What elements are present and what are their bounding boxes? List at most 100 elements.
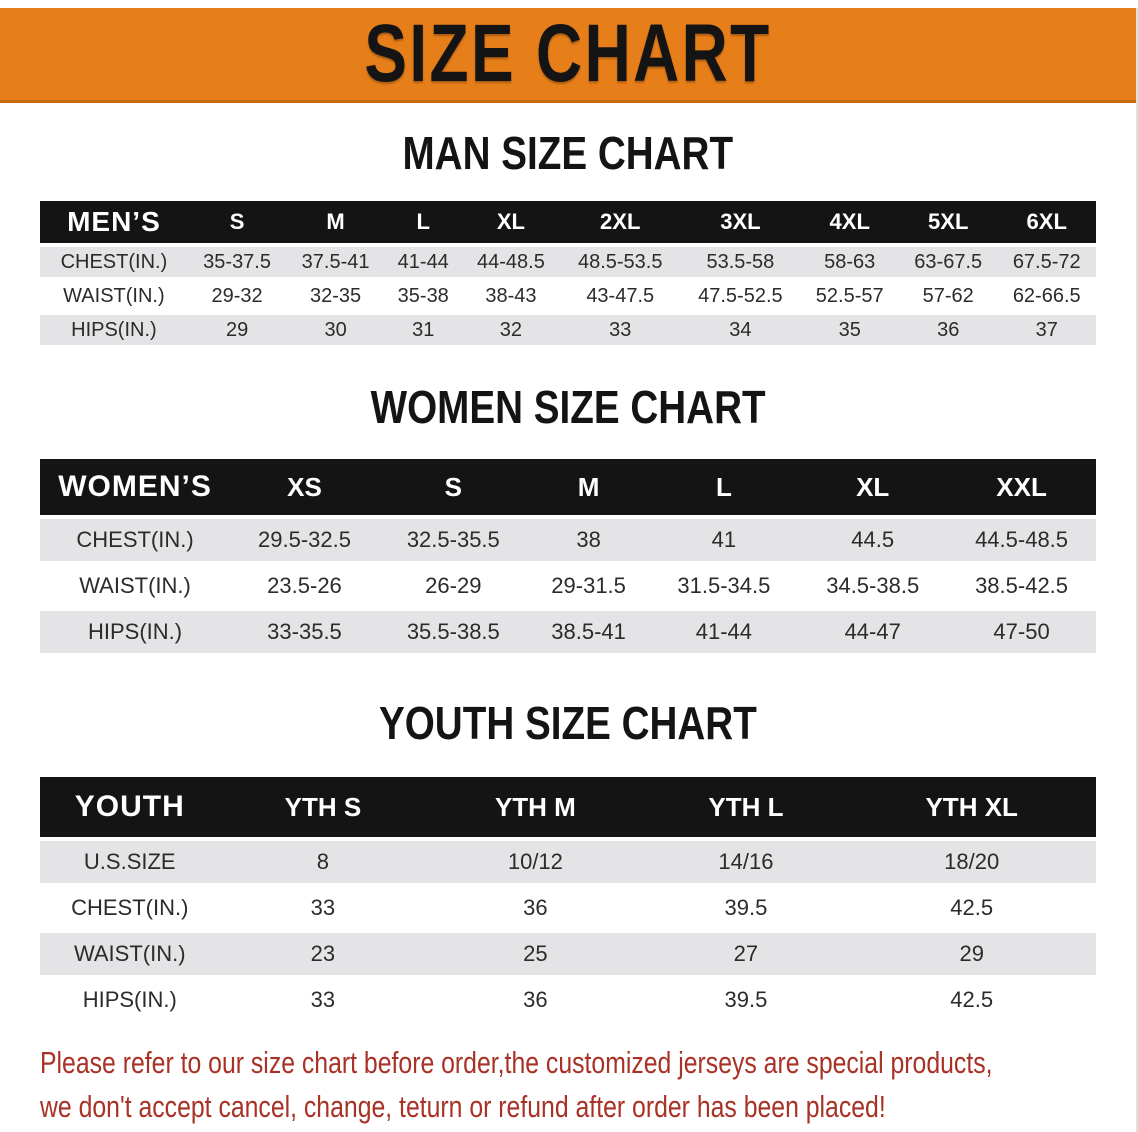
men-size-table: MEN’S S M L XL 2XL 3XL 4XL 5XL 6XL CHEST(IN.) 35-37…	[40, 197, 1096, 349]
youth-section-title-text: YOUTH SIZE CHART	[379, 697, 757, 749]
column-header: 6XL	[997, 201, 1096, 243]
measurement-cell: 43-47.5	[560, 281, 681, 311]
measurement-cell: 44-48.5	[461, 247, 561, 277]
measurement-cell: 34.5-38.5	[798, 565, 948, 607]
row-label: CHEST(IN.)	[40, 887, 220, 929]
banner: SIZE CHART	[0, 8, 1136, 103]
measurement-cell: 8	[219, 841, 427, 883]
row-label: HIPS(IN.)	[40, 315, 188, 345]
measurement-cell: 33	[219, 979, 427, 1021]
measurement-cell: 67.5-72	[997, 247, 1096, 277]
measurement-cell: 31	[384, 315, 462, 345]
group-label: WOMEN’S	[40, 459, 231, 515]
measurement-row: CHEST(IN.) 29.5-32.5 32.5-35.5 38 41 44.5 44.5…	[40, 519, 1096, 561]
measurement-cell: 47.5-52.5	[680, 281, 801, 311]
column-header: L	[649, 459, 799, 515]
measurement-row: HIPS(IN.) 29 30 31 32 33 34 35 36 37	[40, 315, 1096, 345]
column-header: M	[286, 201, 385, 243]
row-label: WAIST(IN.)	[40, 933, 220, 975]
column-header: S	[187, 201, 287, 243]
measurement-row: CHEST(IN.) 35-37.5 37.5-41 41-44 44-48.5 48.5…	[40, 247, 1096, 277]
row-label: HIPS(IN.)	[40, 611, 231, 653]
measurement-cell: 10/12	[426, 841, 645, 883]
measurement-cell: 23.5-26	[230, 565, 379, 607]
measurement-row: HIPS(IN.) 33 36 39.5 42.5	[40, 979, 1096, 1021]
column-header: S	[378, 459, 528, 515]
measurement-cell: 53.5-58	[680, 247, 801, 277]
measurement-cell: 58-63	[800, 247, 899, 277]
row-label: WAIST(IN.)	[40, 565, 231, 607]
measurement-cell: 47-50	[947, 611, 1096, 653]
measurement-cell: 27	[644, 933, 848, 975]
measurement-row: U.S.SIZE 8 10/12 14/16 18/20	[40, 841, 1096, 883]
measurement-cell: 32	[461, 315, 561, 345]
measurement-cell: 38.5-41	[527, 611, 650, 653]
women-size-table: WOMEN’S XS S M L XL XXL CHEST(IN.) 29.5-32.5 32.5…	[40, 455, 1096, 657]
measurement-cell: 41	[649, 519, 799, 561]
measurement-cell: 57-62	[898, 281, 998, 311]
measurement-cell: 37	[997, 315, 1096, 345]
measurement-cell: 35-38	[384, 281, 462, 311]
measurement-row: HIPS(IN.) 33-35.5 35.5-38.5 38.5-41 41-44 44-…	[40, 611, 1096, 653]
measurement-cell: 23	[219, 933, 427, 975]
group-label: YOUTH	[40, 777, 220, 837]
header-row: WOMEN’S XS S M L XL XXL	[40, 459, 1096, 515]
column-header: XXL	[947, 459, 1096, 515]
measurement-cell: 29.5-32.5	[230, 519, 379, 561]
column-header: XL	[798, 459, 948, 515]
measurement-cell: 34	[680, 315, 801, 345]
measurement-cell: 42.5	[847, 979, 1096, 1021]
column-header: XS	[230, 459, 379, 515]
measurement-cell: 39.5	[644, 887, 848, 929]
column-header: M	[527, 459, 650, 515]
measurement-cell: 32.5-35.5	[378, 519, 528, 561]
disclaimer-line-1: Please refer to our size chart before or…	[40, 1045, 993, 1080]
women-section-title-text: WOMEN SIZE CHART	[370, 381, 766, 433]
measurement-cell: 44.5	[798, 519, 948, 561]
women-section-title: WOMEN SIZE CHART	[0, 383, 1136, 431]
measurement-cell: 35.5-38.5	[378, 611, 528, 653]
measurement-cell: 38	[527, 519, 650, 561]
measurement-row: WAIST(IN.) 23.5-26 26-29 29-31.5 31.5-34.5 34…	[40, 565, 1096, 607]
measurement-cell: 33-35.5	[230, 611, 379, 653]
banner-title: SIZE CHART	[364, 8, 772, 99]
measurement-cell: 38-43	[461, 281, 561, 311]
youth-section-title: YOUTH SIZE CHART	[0, 699, 1136, 747]
section-men: MAN SIZE CHART MEN’S S M L XL 2XL 3XL 4XL 5XL 6XL…	[0, 129, 1136, 349]
disclaimer-line-2: we don't accept cancel, change, teturn o…	[40, 1089, 886, 1124]
measurement-cell: 41-44	[384, 247, 462, 277]
measurement-cell: 44.5-48.5	[947, 519, 1096, 561]
measurement-cell: 38.5-42.5	[947, 565, 1096, 607]
measurement-cell: 62-66.5	[997, 281, 1096, 311]
measurement-cell: 36	[426, 979, 645, 1021]
column-header: L	[384, 201, 462, 243]
column-header: YTH S	[219, 777, 427, 837]
row-label: WAIST(IN.)	[40, 281, 188, 311]
measurement-row: WAIST(IN.) 29-32 32-35 35-38 38-43 43-47.5 47.…	[40, 281, 1096, 311]
measurement-cell: 35	[800, 315, 899, 345]
measurement-cell: 48.5-53.5	[560, 247, 681, 277]
column-header: 4XL	[800, 201, 899, 243]
column-header: 5XL	[898, 201, 998, 243]
header-row: MEN’S S M L XL 2XL 3XL 4XL 5XL 6XL	[40, 201, 1096, 243]
measurement-cell: 33	[219, 887, 427, 929]
measurement-cell: 42.5	[847, 887, 1096, 929]
measurement-cell: 41-44	[649, 611, 799, 653]
men-section-title: MAN SIZE CHART	[0, 129, 1136, 177]
section-youth: YOUTH SIZE CHART YOUTH YTH S YTH M YTH L YTH…	[0, 699, 1136, 1025]
measurement-cell: 37.5-41	[286, 247, 385, 277]
measurement-cell: 14/16	[644, 841, 848, 883]
measurement-cell: 29	[187, 315, 287, 345]
header-row: YOUTH YTH S YTH M YTH L YTH XL	[40, 777, 1096, 837]
measurement-cell: 36	[426, 887, 645, 929]
column-header: 3XL	[680, 201, 801, 243]
measurement-cell: 39.5	[644, 979, 848, 1021]
column-header: XL	[461, 201, 561, 243]
measurement-cell: 26-29	[378, 565, 528, 607]
column-header: YTH L	[644, 777, 848, 837]
column-header: YTH XL	[847, 777, 1096, 837]
youth-size-table: YOUTH YTH S YTH M YTH L YTH XL U.S.SIZE 8 10/12…	[40, 773, 1096, 1025]
measurement-cell: 18/20	[847, 841, 1096, 883]
column-header: 2XL	[560, 201, 681, 243]
row-label: U.S.SIZE	[40, 841, 220, 883]
